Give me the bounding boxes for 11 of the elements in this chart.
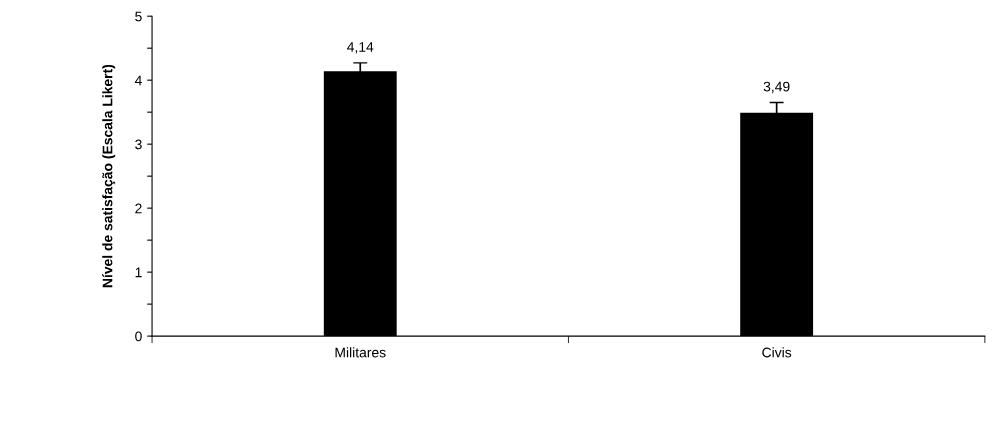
x-tick-label: Militares [335,347,386,358]
y-tick-label: 0 [135,331,142,342]
y-axis-title: Nível de satisfação (Escala Likert) [102,64,116,288]
y-tick-label: 2 [135,203,142,214]
y-tick-label: 5 [135,11,142,22]
data-label: 4,14 [347,42,374,54]
x-tick-label: Civis [762,347,792,358]
y-tick-label: 4 [134,75,142,86]
data-label: 3,49 [763,81,790,94]
y-tick-label: 3 [135,139,142,150]
y-tick-label: 1 [135,267,142,278]
